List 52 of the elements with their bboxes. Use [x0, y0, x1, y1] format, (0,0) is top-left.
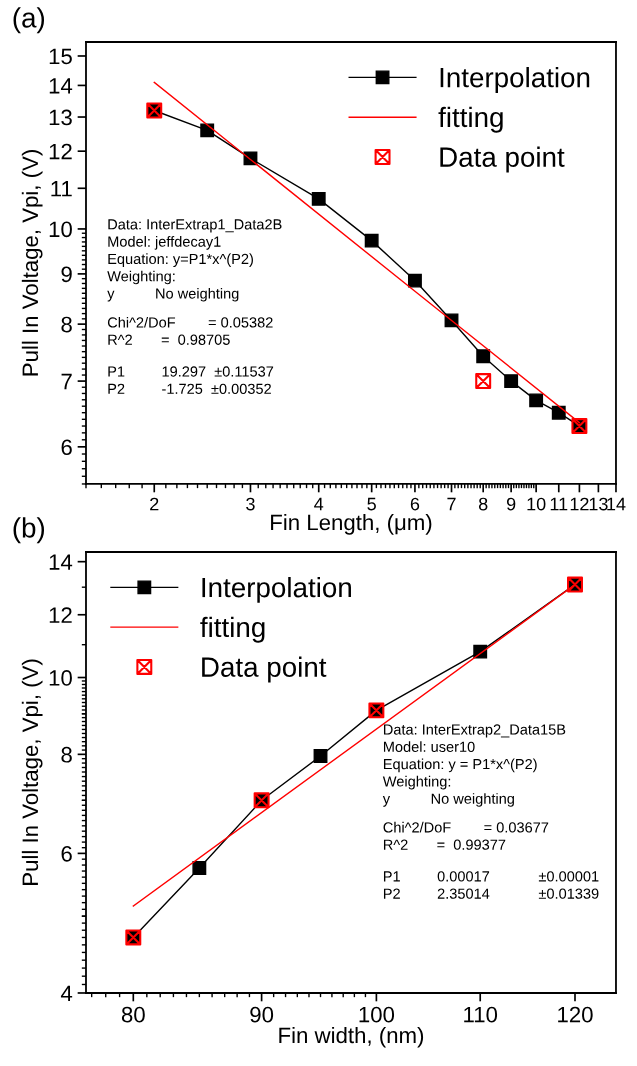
y-tick-label: 4 — [60, 985, 73, 1002]
y-tick-label: 10 — [49, 670, 72, 686]
legend-label: Interpolation — [440, 67, 590, 93]
y-tick-label: 8 — [61, 746, 72, 763]
x-axis-title: Fin Length, (μm) — [271, 513, 432, 535]
x-tick-label: 4 — [314, 497, 324, 511]
annotation: Data: InterExtrap2_Data15B Model: user10 Equation: y = P1*x^(P2) Weighting: y No weighting — [382, 724, 566, 807]
x-tick-label: 120 — [558, 1006, 593, 1023]
annotation: P1 19.297 ±0.11537 P2 -1.725 ±0.00352 — [108, 366, 274, 394]
y-tick-label: 11 — [51, 181, 72, 197]
y-tick-label: 9 — [61, 266, 72, 283]
y-tick-label: 7 — [61, 373, 72, 390]
y-tick-label: 15 — [49, 48, 72, 65]
x-tick-label: 100 — [359, 1006, 395, 1023]
x-axis-title: Fin width, (nm) — [279, 1026, 424, 1048]
x-tick-label: 3 — [246, 497, 255, 511]
y-tick-label: 6 — [61, 439, 72, 456]
annotation: Data: InterExtrap1_Data2B Model: jeffdecay1 Equation: y=P1*x^(P2) Weighting: y No weighting — [107, 219, 282, 302]
legend-label: fitting — [438, 106, 503, 133]
x-tick-label: 80 — [121, 1006, 145, 1023]
x-tick-label: 11 — [550, 497, 568, 511]
annotation: Chi^2/DoF = 0.03677 R^2 = 0.99377 — [383, 821, 549, 850]
x-tick-label: 10 — [527, 497, 546, 511]
y-tick-label: 6 — [61, 845, 72, 862]
y-axis-title: Pull In Voltage, Vpi, (V) — [21, 659, 43, 885]
x-tick-label: 90 — [250, 1006, 274, 1023]
y-tick-label: 13 — [49, 109, 72, 126]
y-tick-label: 14 — [49, 554, 73, 570]
annotation: P1 0.00017 ±0.00001 P2 2.35014 ±0.01339 — [383, 871, 599, 899]
x-tick-label: 8 — [478, 497, 488, 511]
x-tick-label: 13 — [589, 497, 608, 511]
x-tick-label: 5 — [367, 497, 376, 511]
x-tick-label: 110 — [464, 1006, 498, 1023]
x-tick-label: 7 — [447, 497, 456, 511]
y-tick-label: 12 — [49, 143, 72, 160]
x-tick-label: 12 — [570, 497, 589, 511]
legend-label: Interpolation — [202, 576, 351, 603]
x-tick-label: 14 — [607, 497, 626, 511]
chart-title: (b) — [13, 517, 45, 544]
annotation: Chi^2/DoF = 0.05382 R^2 = 0.98705 — [107, 316, 273, 345]
y-tick-label: 14 — [49, 78, 73, 94]
legend-label: Data point — [202, 656, 327, 683]
chart-title: (a) — [13, 7, 45, 34]
y-tick-label: 8 — [61, 316, 72, 333]
y-axis-title: Pull In Voltage, Vpi, (V) — [21, 150, 43, 376]
y-tick-label: 10 — [49, 221, 72, 238]
x-tick-label: 9 — [506, 497, 516, 511]
y-tick-label: 12 — [49, 607, 72, 623]
x-tick-label: 6 — [410, 497, 420, 511]
legend-label: Data point — [440, 146, 565, 173]
x-tick-label: 2 — [150, 497, 159, 511]
legend-label: fitting — [200, 616, 265, 643]
